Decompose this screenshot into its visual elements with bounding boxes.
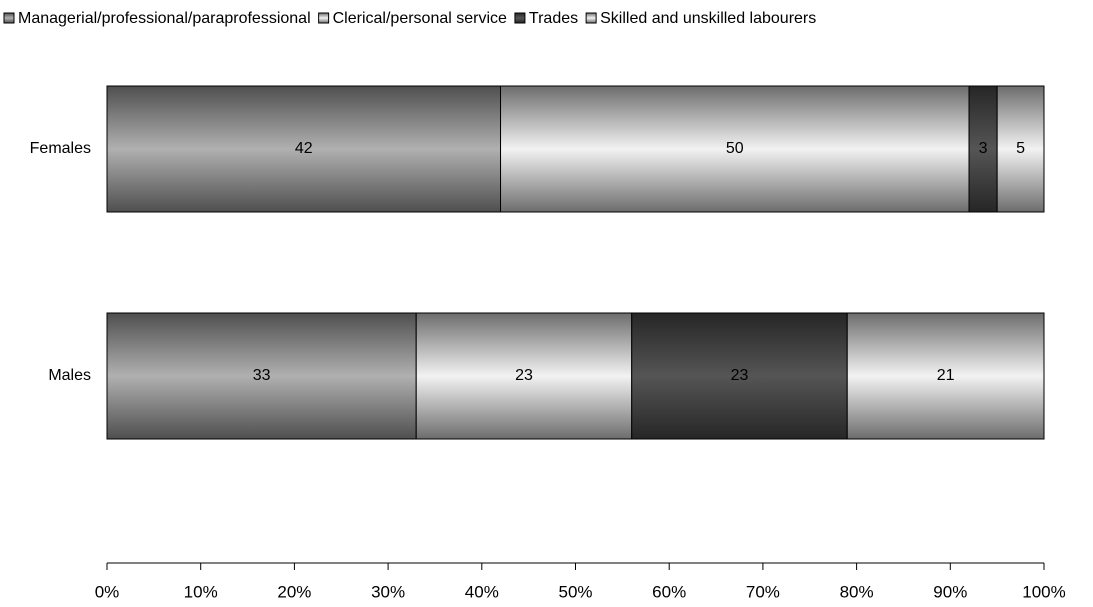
bar-segment <box>500 85 970 213</box>
data-label: 23 <box>731 367 749 384</box>
bar-segment <box>631 312 848 440</box>
legend-label: Managerial/professional/paraprofessional <box>18 10 311 27</box>
data-label: 50 <box>726 140 744 157</box>
data-label: 33 <box>253 367 271 384</box>
data-label: 5 <box>1016 140 1025 157</box>
x-tick-label: 100% <box>1022 582 1065 601</box>
x-tick-label: 0% <box>95 582 120 601</box>
category-label: Males <box>48 367 91 384</box>
bar-segment <box>846 312 1045 440</box>
legend-swatch <box>585 12 597 24</box>
legend-label: Skilled and unskilled labourers <box>600 10 816 27</box>
legend-label: Clerical/personal service <box>333 10 507 27</box>
legend-swatch <box>514 12 526 24</box>
data-label: 23 <box>515 367 533 384</box>
x-tick-label: 50% <box>558 582 592 601</box>
x-tick-label: 30% <box>371 582 405 601</box>
category-label: Females <box>30 140 91 157</box>
x-tick-label: 40% <box>465 582 499 601</box>
x-tick-label: 70% <box>746 582 780 601</box>
data-label: 21 <box>937 367 955 384</box>
bar-segment <box>968 85 998 213</box>
bar-segment <box>415 312 633 440</box>
legend-swatch <box>318 12 330 24</box>
bar-segment <box>106 312 417 440</box>
data-label: 3 <box>979 140 988 157</box>
bar-segment <box>106 85 502 213</box>
x-tick-label: 10% <box>184 582 218 601</box>
legend-swatch <box>3 12 15 24</box>
x-tick-label: 80% <box>840 582 874 601</box>
x-tick-label: 20% <box>277 582 311 601</box>
x-tick-label: 90% <box>933 582 967 601</box>
x-tick-label: 60% <box>652 582 686 601</box>
bar-segment <box>996 85 1045 213</box>
data-label: 42 <box>295 140 313 157</box>
legend-label: Trades <box>529 10 578 27</box>
